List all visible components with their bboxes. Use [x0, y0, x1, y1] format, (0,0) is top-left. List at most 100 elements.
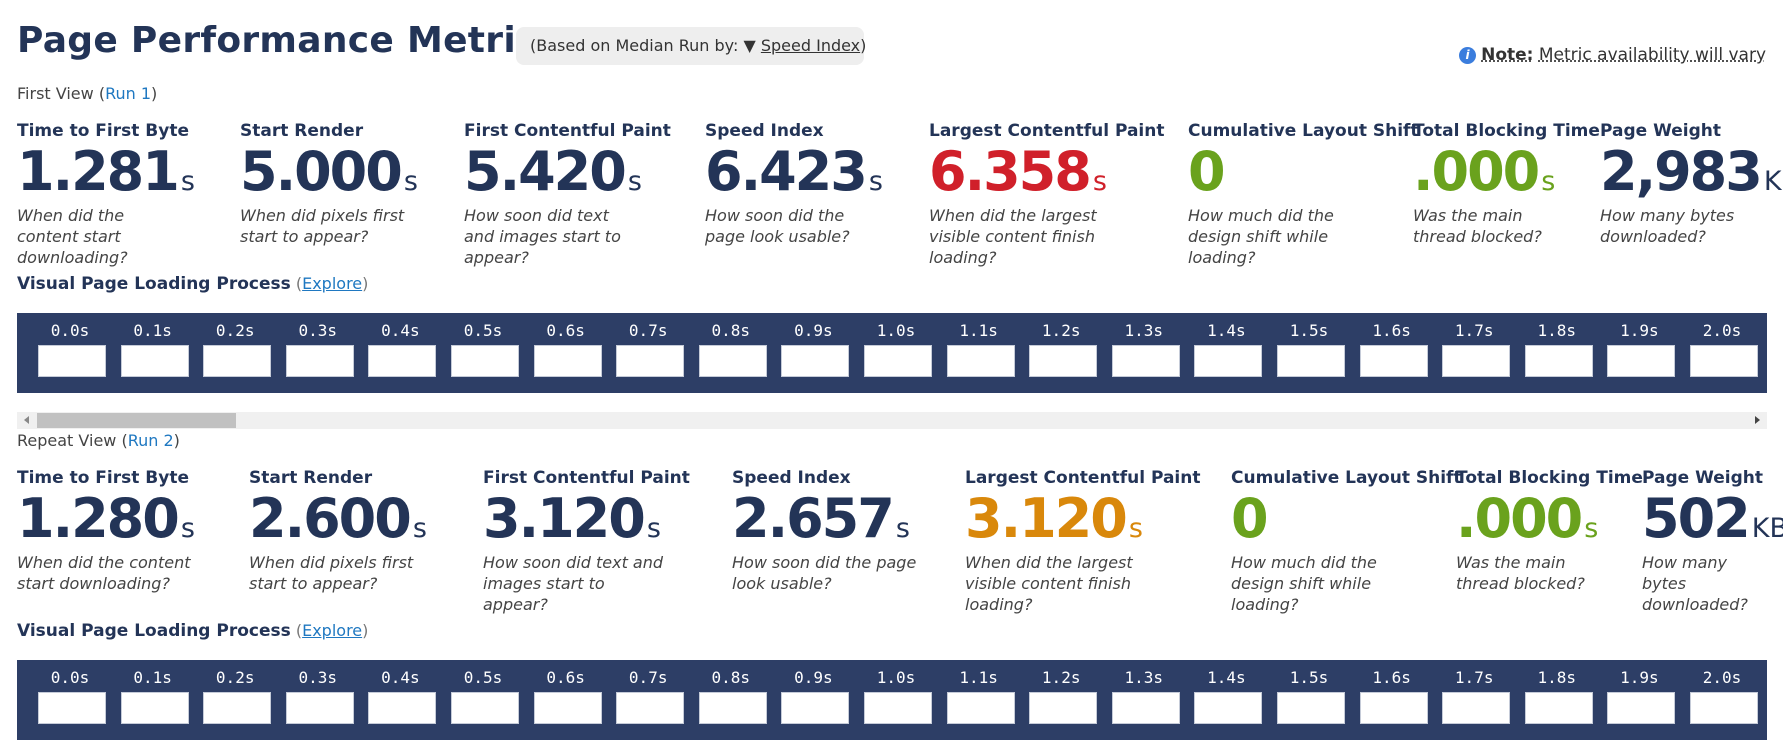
frame-thumbnail[interactable]	[1442, 692, 1511, 724]
film-frame[interactable]: 1.1s	[944, 660, 1015, 740]
first-view-filmstrip[interactable]: 0.0s 0.1s 0.2s 0.3s 0.4s 0.5s 0.6s 0.7s 0.8s 0.9s…	[17, 313, 1767, 393]
film-frame[interactable]: 0.9s	[778, 660, 850, 740]
frame-thumbnail[interactable]	[946, 692, 1015, 724]
frame-thumbnail[interactable]	[1029, 345, 1098, 377]
film-frame[interactable]: 0.4s	[365, 660, 437, 740]
frame-thumbnail[interactable]	[616, 692, 685, 724]
frame-thumbnail[interactable]	[698, 345, 767, 377]
frame-thumbnail[interactable]	[203, 692, 272, 724]
frame-thumbnail[interactable]	[864, 692, 932, 724]
frame-thumbnail[interactable]	[1690, 345, 1758, 377]
film-frame[interactable]: 2.0s	[1687, 313, 1758, 393]
film-frame[interactable]: 0.7s	[613, 660, 685, 740]
frame-timestamp: 0.5s	[463, 321, 503, 340]
metric-note[interactable]: i Note: Metric availability will vary	[1459, 45, 1766, 65]
run-2-link[interactable]: Run 2	[127, 431, 174, 450]
frame-thumbnail[interactable]	[1690, 692, 1758, 724]
frame-thumbnail[interactable]	[1277, 692, 1345, 724]
film-frame[interactable]: 1.4s	[1191, 660, 1263, 740]
film-frame[interactable]: 0.3s	[283, 313, 354, 393]
frame-thumbnail[interactable]	[946, 345, 1015, 377]
frame-thumbnail[interactable]	[1277, 345, 1345, 377]
frame-thumbnail[interactable]	[120, 345, 189, 377]
film-frame[interactable]: 0.2s	[200, 313, 272, 393]
film-frame[interactable]: 0.3s	[283, 660, 354, 740]
frame-thumbnail[interactable]	[285, 692, 354, 724]
film-frame[interactable]: 1.7s	[1439, 313, 1511, 393]
film-frame[interactable]: 0.4s	[365, 313, 437, 393]
frame-thumbnail[interactable]	[368, 692, 437, 724]
film-frame[interactable]: 0.8s	[696, 660, 767, 740]
frame-thumbnail[interactable]	[1194, 345, 1263, 377]
film-frame[interactable]: 1.2s	[1026, 660, 1098, 740]
film-frame[interactable]: 1.3s	[1109, 313, 1180, 393]
frame-thumbnail[interactable]	[1029, 692, 1098, 724]
film-frame[interactable]: 1.5s	[1274, 313, 1345, 393]
film-frame[interactable]: 0.7s	[613, 313, 685, 393]
film-frame[interactable]: 0.0s	[35, 313, 106, 393]
film-frame[interactable]: 0.2s	[200, 660, 272, 740]
frame-thumbnail[interactable]	[38, 692, 106, 724]
film-frame[interactable]: 1.0s	[861, 660, 932, 740]
frame-thumbnail[interactable]	[451, 692, 519, 724]
film-frame[interactable]: 1.6s	[1357, 313, 1428, 393]
frame-thumbnail[interactable]	[38, 345, 106, 377]
frame-thumbnail[interactable]	[285, 345, 354, 377]
film-frame[interactable]: 1.3s	[1109, 660, 1180, 740]
film-frame[interactable]: 0.5s	[448, 660, 519, 740]
film-frame[interactable]: 1.8s	[1522, 660, 1593, 740]
run-1-link[interactable]: Run 1	[105, 84, 152, 103]
frame-thumbnail[interactable]	[1442, 345, 1511, 377]
film-frame[interactable]: 0.9s	[778, 313, 850, 393]
median-metric-link[interactable]: Speed Index	[760, 36, 861, 55]
frame-thumbnail[interactable]	[1359, 345, 1428, 377]
film-frame[interactable]: 1.0s	[861, 313, 932, 393]
repeat-view-filmstrip[interactable]: 0.0s 0.1s 0.2s 0.3s 0.4s 0.5s 0.6s 0.7s 0.8s 0.9s…	[17, 660, 1767, 740]
film-frame[interactable]: 1.1s	[944, 313, 1015, 393]
frame-thumbnail[interactable]	[1607, 692, 1676, 724]
film-frame[interactable]: 1.9s	[1604, 660, 1676, 740]
frame-thumbnail[interactable]	[1524, 345, 1593, 377]
film-frame[interactable]: 0.0s	[35, 660, 106, 740]
film-frame[interactable]: 0.1s	[118, 660, 189, 740]
film-frame[interactable]: 1.4s	[1191, 313, 1263, 393]
frame-thumbnail[interactable]	[616, 345, 685, 377]
film-frame[interactable]: 1.7s	[1439, 660, 1511, 740]
scroll-left-icon[interactable]	[24, 416, 29, 424]
frame-thumbnail[interactable]	[533, 345, 602, 377]
film-frame[interactable]: 2.0s	[1687, 660, 1758, 740]
scroll-right-icon[interactable]	[1755, 416, 1760, 424]
frame-thumbnail[interactable]	[368, 345, 437, 377]
film-frame[interactable]: 0.8s	[696, 313, 767, 393]
film-frame[interactable]: 1.2s	[1026, 313, 1098, 393]
frame-thumbnail[interactable]	[1194, 692, 1263, 724]
frame-thumbnail[interactable]	[1111, 345, 1180, 377]
scrollbar-thumb[interactable]	[37, 413, 236, 428]
frame-thumbnail[interactable]	[533, 692, 602, 724]
frame-thumbnail[interactable]	[781, 345, 850, 377]
film-frame[interactable]: 0.5s	[448, 313, 519, 393]
frame-thumbnail[interactable]	[1607, 345, 1676, 377]
film-frame[interactable]: 1.5s	[1274, 660, 1345, 740]
film-frame[interactable]: 0.6s	[531, 660, 602, 740]
frame-thumbnail[interactable]	[1111, 692, 1180, 724]
frame-thumbnail[interactable]	[1524, 692, 1593, 724]
film-frame[interactable]: 0.6s	[531, 313, 602, 393]
frame-thumbnail[interactable]	[120, 692, 189, 724]
frame-thumbnail[interactable]	[864, 345, 932, 377]
film-frame[interactable]: 1.8s	[1522, 313, 1593, 393]
film-frame[interactable]: 1.6s	[1357, 660, 1428, 740]
explore-link[interactable]: Explore	[302, 274, 363, 293]
frame-timestamp: 0.5s	[463, 668, 503, 687]
film-frame[interactable]: 1.9s	[1604, 313, 1676, 393]
chevron-down-icon[interactable]: ▼	[743, 36, 756, 55]
frame-thumbnail[interactable]	[203, 345, 272, 377]
film-frame[interactable]: 0.1s	[118, 313, 189, 393]
filmstrip-scrollbar[interactable]	[17, 412, 1767, 429]
frame-thumbnail[interactable]	[698, 692, 767, 724]
median-run-selector[interactable]: (Based on Median Run by: ▼ Speed Index)	[516, 27, 866, 65]
frame-thumbnail[interactable]	[451, 345, 519, 377]
frame-thumbnail[interactable]	[781, 692, 850, 724]
explore-link[interactable]: Explore	[302, 621, 363, 640]
frame-thumbnail[interactable]	[1359, 692, 1428, 724]
